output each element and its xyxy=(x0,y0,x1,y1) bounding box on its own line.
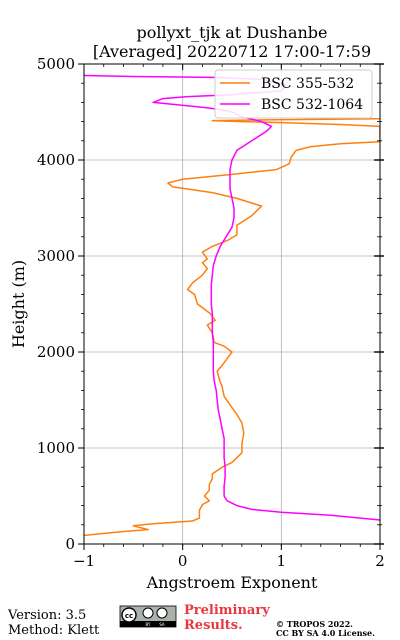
chart-title-line1: pollyxt_tjk at Dushanbe xyxy=(136,23,327,42)
license-text: CC BY SA 4.0 License. xyxy=(276,628,375,638)
x-tick-label: 1 xyxy=(277,552,287,570)
plot-frame xyxy=(83,63,381,545)
svg-text:SA: SA xyxy=(159,622,165,627)
legend: BSC 355-532 BSC 532-1064 xyxy=(214,69,373,119)
grid xyxy=(83,63,381,545)
cc-license-badge-icon: cc BY SA xyxy=(119,605,177,628)
y-axis-title: Height (m) xyxy=(9,260,28,348)
footer: Version: 3.5 Method: Klett cc BY SA Prel… xyxy=(7,603,375,638)
svg-text:BY: BY xyxy=(146,622,152,627)
y-tick-label: 0 xyxy=(65,535,75,553)
x-tick-label: 2 xyxy=(375,552,385,570)
y-tick-label: 1000 xyxy=(37,439,75,457)
x-axis-title: Angstroem Exponent xyxy=(146,573,318,592)
y-tick-label: 2000 xyxy=(37,343,75,361)
method-text: Method: Klett xyxy=(8,623,100,638)
preliminary-notice-line2: Results. xyxy=(184,618,243,633)
y-tick-label: 3000 xyxy=(37,247,75,265)
x-tick-label: −1 xyxy=(73,552,95,570)
legend-label-bsc-355-532: BSC 355-532 xyxy=(261,76,354,92)
y-tick-label: 4000 xyxy=(37,151,75,169)
copyright-text: © TROPOS 2022. xyxy=(276,619,353,629)
chart-title-line2: [Averaged] 20220712 17:00-17:59 xyxy=(93,42,371,61)
series-line-bsc-532-1064 xyxy=(84,74,380,521)
series-line-bsc-355-532 xyxy=(84,117,380,537)
legend-box xyxy=(214,69,373,119)
series-layer xyxy=(84,74,380,537)
y-tick-label: 5000 xyxy=(37,55,75,73)
version-text: Version: 3.5 xyxy=(7,608,86,623)
x-tick-label: 0 xyxy=(178,552,188,570)
preliminary-notice-line1: Preliminary xyxy=(184,603,270,618)
legend-label-bsc-532-1064: BSC 532-1064 xyxy=(261,97,363,113)
svg-text:cc: cc xyxy=(125,612,133,620)
